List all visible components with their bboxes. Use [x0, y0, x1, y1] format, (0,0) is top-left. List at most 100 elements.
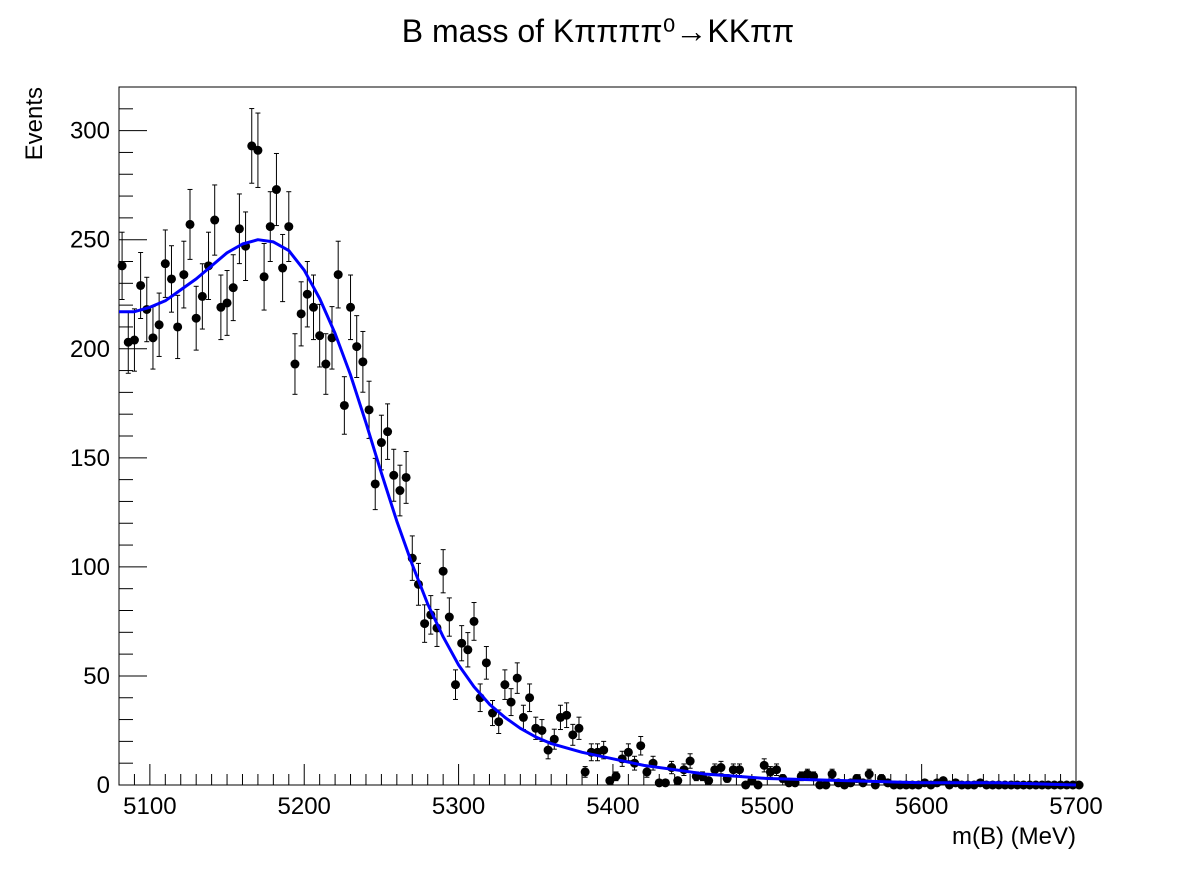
data-marker: [537, 725, 547, 735]
fit-curve: [119, 238, 1077, 787]
data-point: [210, 184, 220, 256]
data-marker: [315, 331, 325, 341]
data-point: [315, 303, 325, 368]
data-marker: [395, 486, 405, 496]
data-point: [815, 780, 825, 790]
data-marker: [383, 427, 393, 437]
data-marker: [136, 280, 146, 290]
data-point: [321, 333, 331, 395]
data-point: [759, 758, 769, 773]
data-point: [654, 778, 664, 788]
data-marker: [420, 619, 430, 629]
data-point: [166, 245, 176, 313]
data-marker: [327, 333, 337, 343]
data-marker: [308, 302, 318, 312]
data-point: [728, 763, 738, 777]
data-point: [271, 152, 281, 227]
data-point: [136, 251, 146, 320]
data-marker: [500, 680, 510, 690]
data-point: [611, 771, 621, 782]
data-point: [735, 763, 745, 777]
data-marker: [815, 780, 825, 790]
data-marker: [222, 298, 232, 308]
data-marker: [296, 309, 306, 319]
data-marker: [599, 745, 609, 755]
data-marker: [753, 780, 763, 790]
data-marker: [525, 693, 535, 703]
data-point: [346, 274, 356, 341]
data-marker: [469, 616, 479, 626]
data-marker: [580, 767, 590, 777]
data-point: [660, 778, 670, 788]
data-marker: [364, 405, 374, 415]
data-marker: [154, 320, 164, 330]
data-marker: [1074, 780, 1084, 790]
data-point: [358, 330, 368, 393]
data-point: [463, 632, 473, 668]
data-marker: [389, 470, 399, 480]
data-point: [284, 191, 294, 262]
data-point: [580, 766, 590, 778]
data-point: [148, 306, 158, 370]
data-marker: [438, 566, 448, 576]
data-marker: [290, 359, 300, 369]
data-point: [488, 699, 498, 727]
data-marker: [228, 283, 238, 293]
data-point: [339, 376, 349, 435]
data-marker: [302, 289, 312, 299]
data-point: [352, 315, 362, 378]
data-point: [129, 308, 139, 372]
data-marker: [160, 259, 170, 269]
data-point: [173, 294, 183, 360]
data-marker: [562, 710, 572, 720]
plot-frame: [118, 86, 1077, 786]
data-marker: [321, 359, 331, 369]
data-marker: [623, 747, 633, 757]
data-point: [234, 193, 244, 265]
data-marker: [210, 215, 220, 225]
data-point: [228, 254, 238, 322]
data-point: [821, 780, 831, 790]
data-marker: [284, 222, 294, 232]
data-point: [395, 464, 405, 517]
data-point: [179, 240, 189, 309]
data-marker: [488, 708, 498, 718]
data-point: [185, 188, 195, 260]
data-marker: [772, 765, 782, 775]
data-point: [216, 274, 226, 341]
data-marker: [506, 697, 516, 707]
x-tick-label: 5500: [741, 793, 794, 820]
data-marker: [518, 712, 528, 722]
y-tick-label: 300: [70, 118, 110, 145]
data-marker: [185, 219, 195, 229]
data-marker: [129, 335, 139, 345]
data-marker: [636, 741, 646, 751]
data-marker: [827, 769, 837, 779]
data-marker: [660, 778, 670, 788]
data-marker: [494, 717, 504, 727]
data-point: [253, 112, 263, 188]
data-point: [117, 231, 127, 301]
data-point: [444, 597, 454, 637]
data-marker: [704, 776, 714, 786]
fit-curve-layer: [119, 238, 1077, 787]
data-point: [265, 191, 275, 262]
data-marker: [759, 760, 769, 770]
data-marker: [574, 723, 584, 733]
data-marker: [611, 771, 621, 781]
data-point: [636, 735, 646, 756]
data-point: [574, 716, 584, 740]
data-point: [438, 549, 448, 594]
data-point: [401, 451, 411, 504]
data-marker: [173, 322, 183, 332]
y-tick-label: 0: [97, 772, 110, 799]
data-marker: [728, 765, 738, 775]
data-marker: [821, 780, 831, 790]
data-marker: [568, 730, 578, 740]
data-marker: [117, 261, 127, 271]
data-point: [673, 776, 683, 786]
data-marker: [179, 270, 189, 280]
x-tick-label: 5400: [586, 793, 639, 820]
data-marker: [735, 765, 745, 775]
